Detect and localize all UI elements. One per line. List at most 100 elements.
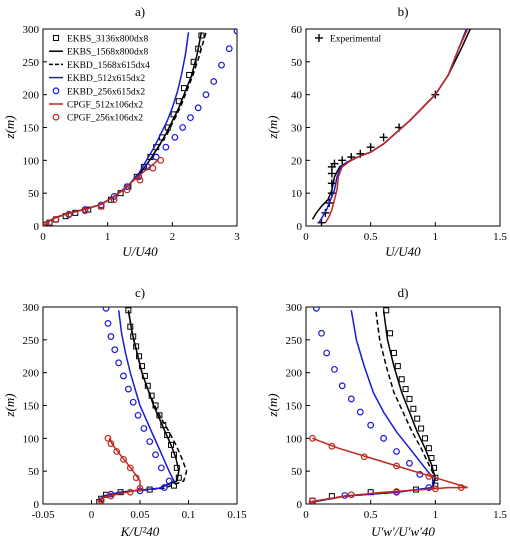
legend-entry-experimental-swatch <box>315 34 323 42</box>
panel-d-series <box>308 307 468 504</box>
panel-c-xtick-label: 0.1 <box>182 509 196 521</box>
panel-a-series-ekbd-256x615dx2-point <box>171 133 179 141</box>
panel-b-xtick-label: 1.5 <box>493 231 507 243</box>
panel-d-series-cpgf-256x106dx2-point <box>347 491 355 499</box>
panel-d-series-cpgf-256x106dx2-point <box>393 462 400 470</box>
legend-entry-cpgf-256x106dx2-swatch <box>52 113 60 121</box>
panel-a-series-ekbd-256x615dx2-point <box>152 153 160 161</box>
panel-d-frame <box>305 306 501 505</box>
panel-c-xtick-label: 0.15 <box>227 509 247 521</box>
panel-a: a) 0 1 2 3 0 50 100 150 200 250 300 EKBS_3136x800d… <box>2 4 240 259</box>
panel-d-ylabel: z(m) <box>265 393 280 417</box>
panel-c-series-ekbd-256x615dx2-point <box>134 411 142 419</box>
panel-d-ytick-label: 250 <box>286 335 303 347</box>
panel-d-series-ekbd-256x615dx2-point <box>318 329 325 337</box>
panel-a-title: a) <box>135 4 145 19</box>
panel-a-series-cpgf-256x106dx2-point <box>81 207 89 215</box>
panel-c-xtick-label: 0 <box>89 509 95 521</box>
panel-c-series-ekbd-256x615dx2-point <box>152 451 159 459</box>
panel-d-series-ekbs-3136x800dx8-point <box>414 415 421 422</box>
legend-entry-cpgf-512x106dx2-label: CPGF_512x106dx2 <box>67 101 143 111</box>
panel-c-series-ekbd-256x615dx2-point <box>140 425 148 432</box>
panel-d-series-ekbs-3136x800dx8-point <box>406 395 413 402</box>
panel-a-ylabel: z(m) <box>2 115 17 139</box>
panel-a-legend: EKBS_3136x800dx8 EKBS_1568x800dx8 EKBD_156… <box>49 35 150 124</box>
panel-d-series-ekbd-256x615dx2 <box>309 307 433 504</box>
panel-d-series-cpgf-256x106dx2-point <box>309 434 316 442</box>
panel-c-xtick-label: -0.05 <box>32 509 55 521</box>
panel-c-series-cpgf-256x106dx2-point <box>113 448 121 455</box>
panel-c-series-ekbd-256x615dx2-point <box>157 464 165 472</box>
panel-d-xlabel: U'w'/U'w'40 <box>371 524 435 539</box>
panel-c-series-ekbd-256x615dx2-point <box>160 484 168 491</box>
panel-d-series-ekbd-256x615dx2-point <box>380 434 388 442</box>
panel-b-series-experimental-point <box>317 218 326 226</box>
panel-a-ytick-label: 200 <box>23 90 40 102</box>
panel-a-ytick-label: 0 <box>34 221 40 233</box>
panel-c-series-ekbd-256x615dx2-point <box>102 307 110 312</box>
panel-d-series-ekbd-256x615dx2-point <box>393 448 400 455</box>
panel-d-ytick-label: 200 <box>286 368 303 380</box>
legend-entry-ekbs-1568x800dx8-label: EKBS_1568x800dx8 <box>67 48 149 58</box>
panel-a-frame <box>42 28 238 227</box>
legend-entry-ekbd-256x615dx2-label: EKBD_256x615dx2 <box>67 87 145 97</box>
panel-c-series-cpgf-256x106dx2-point <box>97 497 105 504</box>
panel-c-series-ekbd-256x615dx2-point <box>120 372 127 380</box>
panel-d-series-cpgf-256x106dx2-point <box>360 453 368 461</box>
legend-entry-experimental-label: Experimental <box>330 35 382 45</box>
panel-c-series-ekbs-3136x800dx8-point <box>96 499 103 504</box>
panel-d-xtick-label: 0.5 <box>364 509 378 521</box>
panel-a-ticks: 0 1 2 3 0 50 100 150 200 250 300 <box>23 24 241 243</box>
panel-c-series-ekbs-3136x800dx8-point <box>138 363 145 370</box>
panel-c-ytick-label: 150 <box>23 401 40 413</box>
panel-a-series-ekbd-256x615dx2-point <box>210 78 218 85</box>
panel-c-xlabel: K/U²40 <box>120 524 160 539</box>
panel-d-series-cpgf-256x106dx2-point <box>425 473 433 480</box>
panel-d: d) 0 0.5 1 1.5 0 50 100 150 200 250 300 z(m) U'w'/… <box>265 285 507 539</box>
panel-a-series-ekbd-256x615dx2-point <box>179 124 187 131</box>
panel-c-xtick-label: 0.05 <box>130 509 150 521</box>
panel-d-title: d) <box>398 285 409 300</box>
panel-b-xtick-label: 0 <box>303 231 309 243</box>
panel-b-xtick-label: 1 <box>433 231 439 243</box>
panel-c-series-cpgf-256x106dx2-point <box>104 434 112 442</box>
panel-a-series <box>43 29 237 226</box>
panel-c-series <box>96 307 188 504</box>
panel-b-ytick-label: 60 <box>291 24 303 36</box>
panel-b-xlabel: U/U40 <box>385 244 421 259</box>
panel-d-ytick-label: 100 <box>286 433 303 445</box>
panel-c-series-ekbd-256x615dx2-point <box>111 346 119 354</box>
panel-d-series-ekbd-256x615dx2-point <box>338 382 346 390</box>
panel-a-series-cpgf-256x106dx2-point <box>157 156 165 164</box>
panel-a-series-ekbs-3136x800dx8-point <box>190 58 197 65</box>
panel-a-xtick-label: 1 <box>105 231 111 243</box>
legend-entry-ekbs-3136x800dx8-swatch <box>53 35 59 41</box>
panel-c-series-ekbd-256x615dx2-point <box>107 490 115 498</box>
panel-a-ytick-label: 50 <box>28 188 40 200</box>
panel-d-series-ekbd-256x615dx2-point <box>406 459 413 467</box>
panel-a-xtick-label: 2 <box>170 231 176 243</box>
panel-a-xtick-label: 0 <box>40 231 46 243</box>
panel-d-ytick-label: 50 <box>291 466 303 478</box>
panel-c-series-cpgf-256x106dx2-point <box>132 474 140 482</box>
panel-d-series-ekbs-3136x800dx8-point <box>390 349 397 356</box>
panel-a-series-ekbd-256x615dx2-point <box>194 104 202 112</box>
panel-a-series-cpgf-256x106dx2-point <box>110 196 118 204</box>
panel-b-ticks: 0 0.5 1 1.5 0 10 20 30 40 50 60 <box>291 24 507 243</box>
panel-c-series-cpgf-256x106dx2-point <box>126 488 134 496</box>
panel-b-series-experimental-point <box>379 133 388 142</box>
panel-d-series-cpgf-256x106dx2-point <box>393 488 400 495</box>
panel-b-series <box>311 29 471 226</box>
panel-d-xtick-label: 1 <box>433 509 439 521</box>
panel-c-ytick-label: 250 <box>23 335 40 347</box>
panel-c-ytick-label: 200 <box>23 368 40 380</box>
panel-d-series-ekbd-256x615dx2-point <box>367 421 375 429</box>
panel-c-ylabel: z(m) <box>2 393 17 417</box>
panel-d-ytick-label: 300 <box>286 302 303 314</box>
panel-c-series-cpgf-256x106dx2-point <box>136 484 144 492</box>
panel-c-series-cpgf-256x106dx2-point <box>107 492 115 500</box>
panel-d-series-ekbs-3136x800dx8 <box>309 307 439 504</box>
panel-d-series-ekbs-3136x800dx8-point <box>431 464 438 471</box>
panel-b-series-experimental-point <box>327 179 336 188</box>
